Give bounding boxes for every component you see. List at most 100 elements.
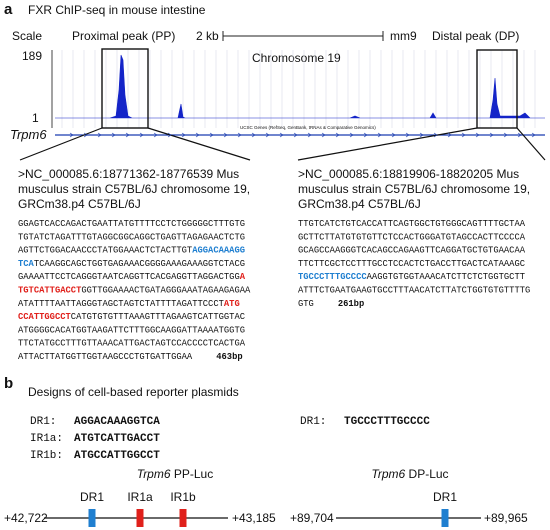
sequence-line: TCATCAAGGCAGCTGGTGAGAAACGGGGAAAGAAAGGTCT…: [18, 259, 245, 269]
binding-site: [136, 509, 144, 527]
strand-arrow: [475, 132, 480, 138]
binding-site: [441, 509, 449, 527]
sequence-header: >NC_000085.6:18771362-18776539 Mus: [18, 167, 239, 181]
site-label: IR1b: [170, 490, 196, 504]
sequence-segment: GGAGTCACCAGACTGAATTATGTTTTCCTCTGGGGGCTTT…: [18, 219, 245, 229]
strand-arrow: [265, 132, 270, 138]
strand-arrow: [83, 132, 88, 138]
construct-gene: Trpm6: [137, 467, 171, 481]
construct-title: Trpm6 PP-Luc: [137, 467, 213, 481]
construct-name: DP-Luc: [409, 467, 449, 481]
y-min-label: 1: [32, 111, 39, 125]
element-sequence: ATGTCATTGACCT: [74, 433, 160, 445]
strand-arrow: [489, 132, 494, 138]
sequence-segment: GGTTGGAAAACTGATAGGGAAATAGAAGAGAA: [81, 286, 251, 296]
element-name: IR1a:: [30, 433, 63, 445]
site-label: DR1: [80, 490, 104, 504]
sequence-segment: TGCCCTTTGCCCC: [298, 272, 367, 282]
track-label: UCSC Genes (RefSeq, GenBank, tRNAs & Com…: [240, 125, 376, 130]
sequence-segment: TGTATCTAGATTTGTAGGCGGCAGGCTGAGTTAGAGAACT…: [18, 232, 245, 242]
assembly-label: mm9: [390, 29, 417, 43]
sequence-line: TTCTATGCCTTTGTTAAACATTGACTAGTCCACCCCTCAC…: [18, 339, 246, 349]
construct-end: +43,185: [232, 511, 276, 525]
sequence-line: TTCTTCGCTCCTTTGCCTCCACTCTGACCTTGACTCATAA…: [298, 259, 525, 269]
binding-site: [88, 509, 96, 527]
sequence-header: >NC_000085.6:18819906-18820205 Mus: [298, 167, 519, 181]
browser-grid: [61, 50, 536, 128]
gene-label: Trpm6: [10, 127, 47, 142]
panel-title: Designs of cell-based reporter plasmids: [28, 385, 239, 399]
strand-arrow: [237, 132, 242, 138]
strand-arrow: [209, 132, 214, 138]
sequence-line: GTG: [298, 299, 314, 309]
element-name: IR1b:: [30, 450, 63, 462]
panel-title: FXR ChIP-seq in mouse intestine: [28, 3, 206, 17]
construct-end: +89,965: [484, 511, 528, 525]
construct-name: PP-Luc: [174, 467, 213, 481]
strand-arrow: [307, 132, 312, 138]
strand-arrow: [461, 132, 466, 138]
sequence-line: ATATTTTAATTAGGGTAGCTAGTCTATTTTAGATTCCCTA…: [18, 299, 240, 309]
construct-start: +89,704: [290, 511, 334, 525]
dp-box: [476, 49, 518, 129]
element-sequence: AGGACAAAGGTCA: [74, 416, 160, 428]
sequence-line: TTGTCATCTGTCACCATTCAGTGGCTGTGGGCAGTTTTGC…: [298, 219, 526, 229]
sequence-line: TGTATCTAGATTTGTAGGCGGCAGGCTGAGTTAGAGAACT…: [18, 232, 245, 242]
strand-arrow: [167, 132, 172, 138]
strand-arrow: [349, 132, 354, 138]
sequence-segment: GAAAATTCCTCAGGGTAATCAGGTTCACGAGGTTAGGACT…: [18, 272, 240, 282]
peak-label: Distal peak (DP): [432, 29, 519, 43]
sequence-header: musculus strain C57BL/6J chromosome 19,: [298, 182, 530, 196]
sequence-segment: TCA: [18, 259, 35, 269]
strand-arrow: [447, 132, 452, 138]
sequence-segment: CCATTGGCCT: [18, 312, 72, 322]
sequence-segment: TTCTTCGCTCCTTTGCCTCCACTCTGACCTTGACTCATAA…: [298, 259, 525, 269]
sequence-length: 261bp: [338, 299, 364, 309]
strand-arrow: [111, 132, 116, 138]
sequence-segment: TGTCATTGACCT: [18, 286, 82, 296]
sequence-line: AGTTCTGGACAACCCTATGGAAACTCTACTTGTAGGACAA…: [18, 246, 245, 256]
sequence-segment: TTGTCATCTGTCACCATTCAGTGGCTGTGGGCAGTTTTGC…: [298, 219, 526, 229]
strand-arrow: [279, 132, 284, 138]
sequence-segment: ATGGGGCACATGGTAAGATTCTTTGGCAAGGATTAAAATG…: [18, 325, 245, 335]
site-label: DR1: [433, 490, 457, 504]
chip-signal: [55, 54, 545, 119]
sequence-segment: A: [240, 272, 246, 282]
sequence-line: ATTTCTGAATGAAGTGCCTTTAACATCTTATCTGGTGTGT…: [298, 286, 530, 296]
strand-arrow: [125, 132, 130, 138]
construct-start: +42,722: [4, 511, 48, 525]
sequence-header: musculus strain C57BL/6J chromosome 19,: [18, 182, 250, 196]
strand-arrow: [517, 132, 522, 138]
element-sequence: ATGCCATTGGCCT: [74, 450, 160, 462]
y-max-label: 189: [22, 49, 42, 63]
panel-label: a: [4, 1, 13, 18]
strand-arrow: [223, 132, 228, 138]
sequence-segment: ATTACTTATGGTTGGTAAGCCCTGTGATTGGAA: [18, 352, 193, 362]
sequence-segment: AGTTCTGGACAACCCTATGGAAACTCTACTTGT: [18, 246, 192, 256]
sequence-segment: GTG: [298, 299, 314, 309]
sequence-header: GRCm38.p4 C57BL/6J: [298, 197, 421, 211]
element-sequence: TGCCCTTTGCCCC: [344, 416, 430, 428]
scale-bar-label: 2 kb: [196, 29, 219, 43]
strand-arrow: [433, 132, 438, 138]
sequence-segment: CATGTGTGTTTAAAGTTTAGAAGTCATTGGTAC: [71, 312, 245, 322]
sequence-segment: AGGACAAAGG: [192, 246, 245, 256]
construct-title: Trpm6 DP-Luc: [371, 467, 448, 481]
strand-arrow: [419, 132, 424, 138]
sequence-length: 463bp: [216, 352, 242, 362]
sequence-line: CCATTGGCCTCATGTGTGTTTAAAGTTTAGAAGTCATTGG…: [18, 312, 245, 322]
strand-arrow: [531, 132, 536, 138]
zoom-lines: [19, 127, 546, 161]
panel-label: b: [4, 375, 13, 392]
sequence-segment: ATATTTTAATTAGGGTAGCTAGTCTATTTTAGATTCCCT: [18, 299, 224, 309]
strand-arrow: [503, 132, 508, 138]
strand-arrow: [293, 132, 298, 138]
sequence-segment: TTCTATGCCTTTGTTAAACATTGACTAGTCCACCCCTCAC…: [18, 339, 246, 349]
sequence-segment: GCAGCCAAGGGTCACAGCCAGAAGTTCAGGATGCTGTGAA…: [298, 246, 526, 256]
sequence-line: GGAGTCACCAGACTGAATTATGTTTTCCTCTGGGGGCTTT…: [18, 219, 245, 229]
strand-arrow: [181, 132, 186, 138]
sequence-line: ATGGGGCACATGGTAAGATTCTTTGGCAAGGATTAAAATG…: [18, 325, 245, 335]
pp-box: [101, 48, 149, 129]
sequence-segment: TCAAGGCAGCTGGTGAGAAACGGGGAAAGAAAGGTCTACG: [34, 259, 245, 269]
